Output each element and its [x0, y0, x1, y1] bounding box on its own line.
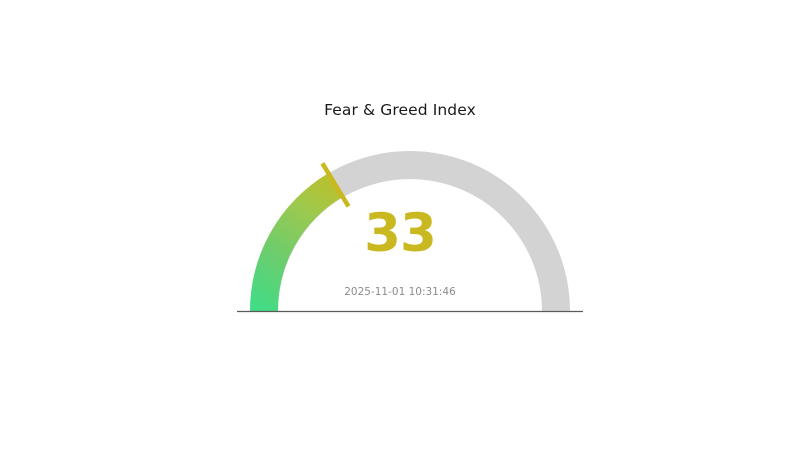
page-title: Fear & Greed Index: [324, 101, 476, 119]
gauge-value-number: 33: [364, 203, 437, 264]
gauge-threshold-needle: [320, 162, 351, 208]
gauge-timestamp-label: 2025-11-01 10:31:46: [344, 286, 456, 298]
gauge-progress-arc: [249, 173, 343, 311]
